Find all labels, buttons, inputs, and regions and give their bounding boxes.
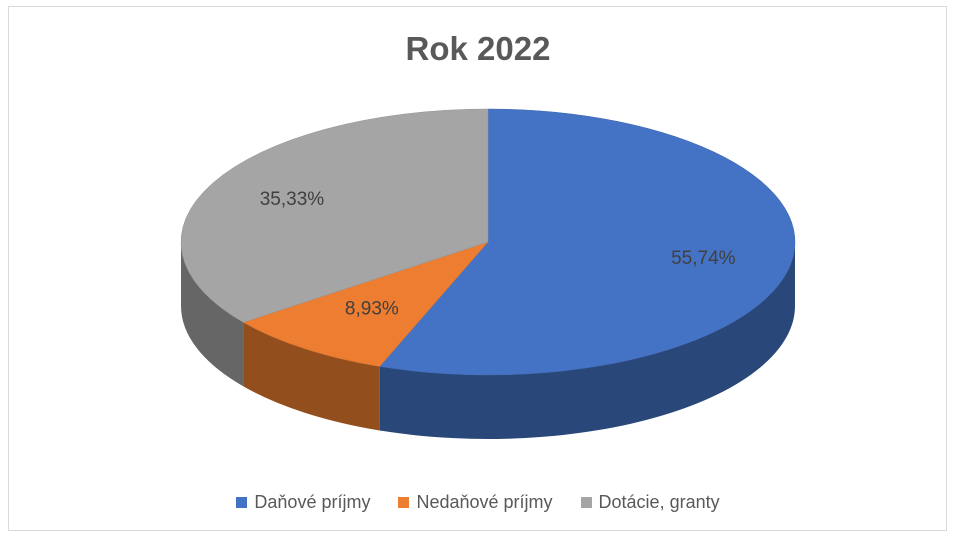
- pie-side-wall: [379, 242, 795, 439]
- data-label: 55,74%: [671, 248, 736, 269]
- pie-slice: [242, 241, 489, 367]
- legend-item-nedanove: Nedaňové príjmy: [398, 492, 553, 513]
- legend-swatch: [236, 497, 248, 508]
- pie-side-wall: [243, 322, 380, 431]
- chart-title: Rok 2022: [405, 30, 551, 67]
- legend-label: Nedaňové príjmy: [416, 492, 553, 512]
- legend-swatch: [580, 497, 592, 508]
- pie-side-wall: [181, 242, 244, 387]
- data-label: 35,33%: [260, 189, 325, 210]
- data-label: 8,93%: [345, 298, 399, 319]
- legend-item-dotacie: Dotácie, granty: [580, 492, 720, 513]
- legend: Daňové príjmy Nedaňové príjmy Dotácie, g…: [0, 492, 956, 513]
- pie-slice: [180, 108, 489, 323]
- legend-label: Daňové príjmy: [254, 492, 371, 512]
- legend-swatch: [398, 497, 410, 508]
- pie-slice: [379, 108, 796, 376]
- legend-item-danove: Daňové príjmy: [236, 492, 370, 513]
- legend-label: Dotácie, granty: [598, 492, 720, 512]
